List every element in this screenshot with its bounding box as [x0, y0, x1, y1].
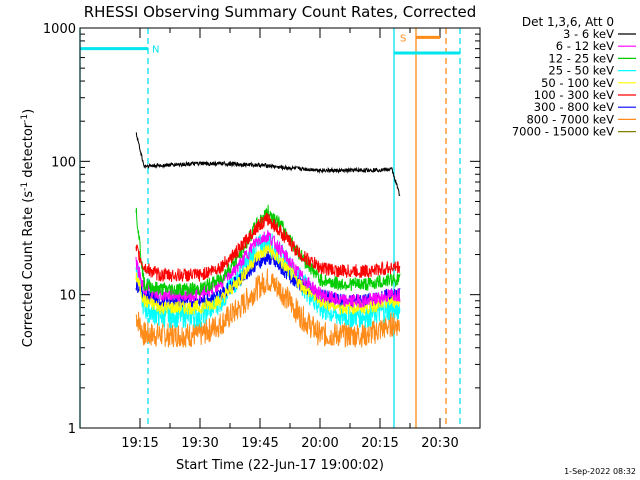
y-axis-label-end: ) [21, 109, 36, 114]
x-tick-label: 19:30 [181, 436, 218, 451]
y-axis-label-sup1: -1 [20, 182, 30, 191]
y-tick-label: 100 [51, 155, 76, 170]
x-tick-label: 19:15 [121, 436, 158, 451]
y-tick-label: 1000 [43, 22, 76, 37]
footer-timestamp: 1-Sep-2022 08:32 [564, 467, 636, 476]
series-line [135, 268, 401, 348]
legend-label: 50 - 100 keV [541, 76, 614, 90]
legend-label: 6 - 12 keV [556, 39, 614, 53]
legend-label: 300 - 800 keV [534, 100, 614, 114]
legend-label: 800 - 7000 keV [526, 112, 614, 126]
x-tick-label: 20:00 [301, 436, 338, 451]
legend-label: 3 - 6 keV [563, 27, 614, 41]
y-axis-label-sup2: -1 [20, 114, 30, 123]
y-tick-label: 1 [68, 422, 76, 437]
x-axis-label: Start Time (22-Jun-17 19:00:02) [176, 458, 384, 473]
series-line [135, 132, 401, 197]
annotation-label: S [400, 33, 406, 44]
x-tick-label: 20:15 [361, 436, 398, 451]
y-axis-label: Corrected Count Rate (s-1 detector-1) [20, 109, 36, 347]
plot-frame [79, 27, 481, 429]
series-line [135, 211, 401, 282]
annotation-label: N [152, 45, 159, 56]
legend-label: 25 - 50 keV [548, 64, 614, 78]
legend-label: 12 - 25 keV [548, 51, 614, 65]
legend-title: Det 1,3,6, Att 0 [522, 15, 614, 29]
x-tick-label: 19:45 [241, 436, 278, 451]
legend-label: 7000 - 15000 keV [512, 125, 614, 139]
y-axis-label-mid: detector [21, 122, 36, 182]
series-line [135, 204, 401, 297]
y-tick-label: 10 [59, 289, 76, 304]
legend-label: 100 - 300 keV [534, 88, 614, 102]
series-line [135, 244, 401, 316]
chart-title: RHESSI Observing Summary Count Rates, Co… [84, 3, 477, 21]
y-axis-label-main: Corrected Count Rate (s [21, 191, 36, 348]
series-line [135, 230, 401, 308]
x-tick-label: 20:30 [421, 436, 458, 451]
